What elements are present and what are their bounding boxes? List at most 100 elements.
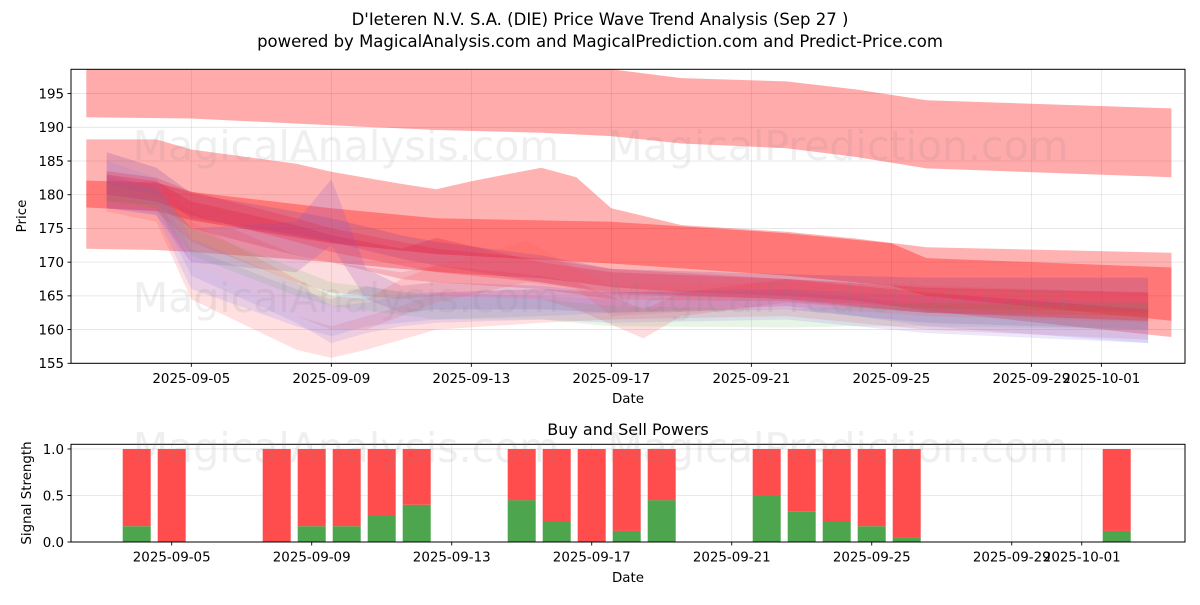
watermarks: MagicalAnalysis.com MagicalPrediction.co… — [133, 122, 1069, 472]
band-wave-1 — [86, 69, 1172, 178]
band-inner-6 — [106, 174, 1149, 330]
bar-buy-2025-09-25 — [857, 526, 886, 542]
x-tick-label: 2025-09-13 — [413, 551, 491, 566]
band-inner-2 — [106, 174, 1149, 317]
bar-buy-2025-09-23 — [787, 511, 816, 542]
y-tick-label: 155 — [38, 357, 64, 372]
watermark-analysis: MagicalAnalysis.com — [133, 424, 560, 472]
x-tick-label: 2025-09-29 — [992, 372, 1070, 387]
bar-sell-2025-09-24 — [822, 449, 851, 522]
x-tick-label: 2025-09-21 — [712, 372, 790, 387]
band-inner-3 — [106, 174, 1149, 330]
band-inner-9 — [106, 161, 1149, 344]
x-tick-label: 2025-09-05 — [152, 372, 230, 387]
bar-sell-2025-09-23 — [787, 449, 816, 512]
bar-sell-2025-09-15 — [507, 449, 536, 501]
x-tick-label: 2025-09-13 — [432, 372, 510, 387]
y-tick-label: 1.0 — [43, 443, 64, 458]
y-tick-label: 185 — [38, 155, 64, 170]
bar-buy-2025-09-24 — [822, 521, 851, 542]
bar-sell-2025-09-19 — [647, 449, 676, 501]
band-inner-10 — [106, 171, 1149, 321]
subplot-title: Buy and Sell Powers — [547, 420, 709, 439]
y-tick-label: 160 — [38, 323, 64, 338]
bar-buy-2025-09-26 — [892, 537, 921, 542]
plot-area — [71, 69, 1185, 364]
bar-sell-2025-09-05 — [157, 449, 186, 542]
bar-sell-2025-09-16 — [542, 449, 571, 522]
chart-subtitle: powered by MagicalAnalysis.com and Magic… — [257, 32, 943, 51]
y-tick-label: 180 — [38, 189, 64, 204]
bar-sell-2025-09-22 — [752, 449, 781, 496]
axes-frame — [70, 443, 1186, 543]
bar-buy-2025-09-04 — [122, 526, 151, 542]
band-inner-8 — [106, 181, 1149, 330]
bar-buy-2025-10-02 — [1102, 530, 1131, 542]
bar-sell-2025-09-08 — [262, 449, 291, 542]
bar-sell-2025-09-25 — [857, 449, 886, 527]
bar-buy-2025-09-10 — [332, 526, 361, 542]
grid — [71, 69, 1185, 364]
x-tick-label: 2025-10-01 — [1062, 372, 1140, 387]
wave-bands — [86, 69, 1172, 358]
bar-sell-2025-09-18 — [612, 449, 641, 531]
bar-sell-2025-09-04 — [122, 449, 151, 527]
buy-sell-powers-chart: Buy and Sell Powers 0.0 0.5 1.0 2025-09-05 2… — [20, 420, 1186, 586]
y-tick-label: 195 — [38, 87, 64, 102]
bar-sell-2025-09-10 — [332, 449, 361, 527]
bar-sell-2025-09-26 — [892, 449, 921, 538]
x-axis-label: Date — [612, 571, 644, 586]
y-tick-label: 0.5 — [43, 489, 64, 504]
x-tick-label: 2025-10-01 — [1043, 551, 1121, 566]
band-inner-5 — [106, 181, 1149, 344]
bar-sell-2025-09-09 — [297, 449, 326, 527]
band-inner-7 — [106, 177, 1149, 339]
y-tick-label: 190 — [38, 121, 64, 136]
bar-sell-2025-10-02 — [1102, 449, 1131, 531]
watermark-prediction: MagicalPrediction.com — [607, 274, 1068, 322]
bar-buy-2025-09-09 — [297, 526, 326, 542]
x-tick-label: 2025-09-17 — [553, 551, 631, 566]
band-inner-1 — [106, 152, 1149, 313]
x-tick-label: 2025-09-17 — [572, 372, 650, 387]
watermark-analysis: MagicalAnalysis.com — [133, 122, 560, 170]
bar-sell-2025-09-12 — [402, 449, 431, 505]
signal-bars — [122, 449, 1131, 542]
bar-sell-2025-09-11 — [367, 449, 396, 516]
bar-buy-2025-09-12 — [402, 504, 431, 542]
x-tick-label: 2025-09-25 — [833, 551, 911, 566]
x-tick-label: 2025-09-09 — [273, 551, 351, 566]
y-axis-label: Signal Strength — [20, 441, 35, 544]
axes: 0.0 0.5 1.0 2025-09-05 2025-09-09 2025-09-13 2… — [43, 443, 1186, 566]
watermark-prediction: MagicalPrediction.com — [607, 424, 1068, 472]
x-tick-label: 2025-09-21 — [693, 551, 771, 566]
bar-buy-2025-09-19 — [647, 500, 676, 542]
x-tick-label: 2025-09-29 — [973, 551, 1051, 566]
bar-buy-2025-09-15 — [507, 500, 536, 542]
price-wave-chart: 155 160 165 170 175 180 185 190 195 2025-09-05 202… — [15, 68, 1186, 407]
band-wave-2 — [86, 139, 1172, 337]
x-tick-label: 2025-09-25 — [852, 372, 930, 387]
band-inner-4 — [106, 184, 1149, 358]
bar-buy-2025-09-22 — [752, 495, 781, 542]
y-tick-label: 170 — [38, 256, 64, 271]
bar-buy-2025-09-11 — [367, 515, 396, 542]
chart-title: D'Ieteren N.V. S.A. (DIE) Price Wave Tre… — [352, 10, 849, 29]
x-axis-label: Date — [612, 392, 644, 407]
x-tick-label: 2025-09-09 — [292, 372, 370, 387]
bar-buy-2025-09-18 — [612, 530, 641, 542]
watermark-analysis: MagicalAnalysis.com — [133, 274, 560, 322]
watermark-prediction: MagicalPrediction.com — [607, 122, 1068, 170]
band-wave-3 — [86, 180, 1172, 321]
x-tick-label: 2025-09-05 — [133, 551, 211, 566]
bar-sell-2025-09-17 — [577, 449, 606, 542]
y-tick-label: 175 — [38, 222, 64, 237]
y-tick-label: 165 — [38, 290, 64, 305]
axes-frame — [70, 68, 1186, 364]
y-axis-label: Price — [15, 200, 30, 233]
y-tick-label: 0.0 — [43, 536, 64, 551]
axes: 155 160 165 170 175 180 185 190 195 2025-09-05 202… — [38, 68, 1186, 387]
bar-buy-2025-09-16 — [542, 521, 571, 542]
